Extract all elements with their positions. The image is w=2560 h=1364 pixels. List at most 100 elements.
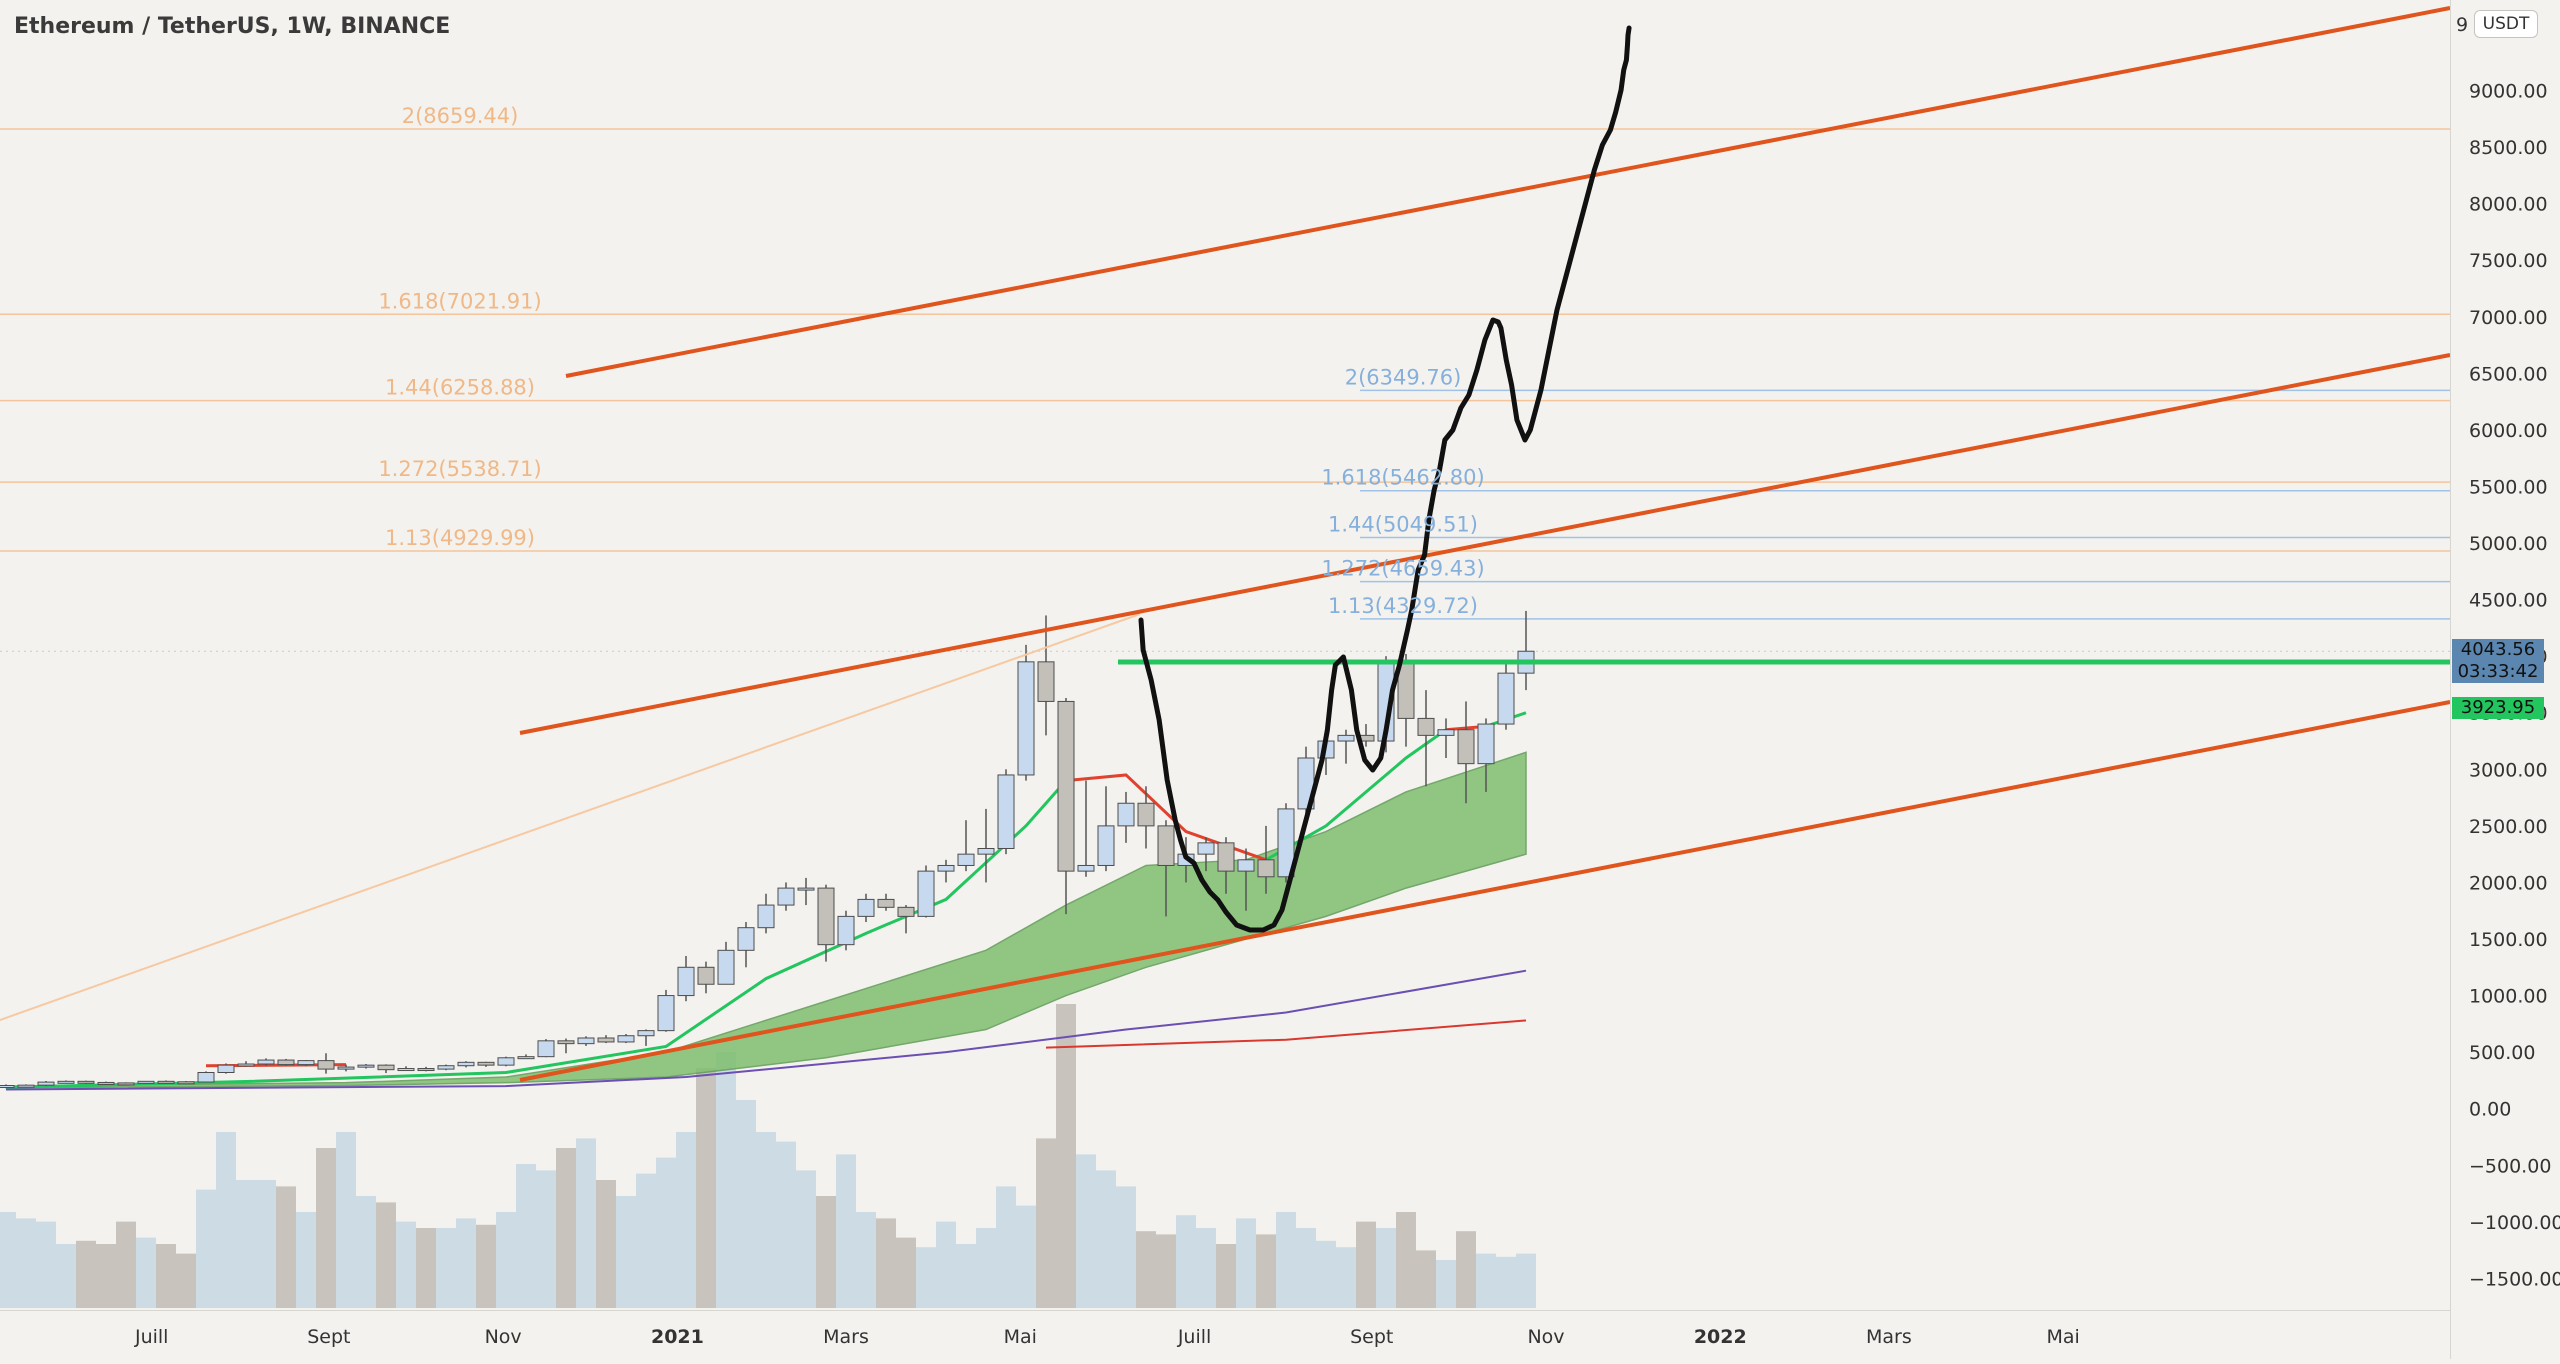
candle-body xyxy=(657,995,675,1032)
candle-body xyxy=(1017,661,1035,776)
candlesticks xyxy=(0,610,1535,1089)
ma-red-line xyxy=(1045,1019,1527,1049)
price-tick-label: 2000.00 xyxy=(2469,872,2548,894)
time-tick-label: 2021 xyxy=(651,1326,704,1348)
candle-body xyxy=(1077,864,1095,872)
volume-bar xyxy=(616,1196,636,1308)
price-tick-label: −1500.00 xyxy=(2469,1268,2560,1290)
candle-body xyxy=(877,898,895,908)
fib-label-left: 2(8659.44) xyxy=(402,104,519,128)
time-tick-label: Nov xyxy=(485,1326,522,1348)
volume-bar xyxy=(316,1148,336,1308)
price-tick-label: 7500.00 xyxy=(2469,250,2548,272)
volume-bar xyxy=(1256,1234,1276,1308)
volume-bar xyxy=(1296,1228,1316,1308)
volume-bar xyxy=(296,1212,316,1308)
candle-body xyxy=(277,1059,295,1066)
volume-bar xyxy=(876,1218,896,1308)
volume-bar xyxy=(476,1224,496,1308)
channel-middle-line xyxy=(519,353,2451,735)
currency-selector[interactable]: USDT xyxy=(2474,10,2538,38)
candle-body xyxy=(437,1065,455,1070)
volume-bar xyxy=(1076,1154,1096,1308)
volume-bar xyxy=(816,1196,836,1308)
volume-bar xyxy=(356,1196,376,1308)
axis-top-partial-label: 9 xyxy=(2456,14,2469,36)
volume-bar xyxy=(516,1164,536,1308)
candle-body xyxy=(557,1040,575,1045)
cloud-area xyxy=(5,751,1527,1089)
candle-body xyxy=(937,864,955,872)
volume-bar xyxy=(736,1100,756,1308)
last-price-value: 4043.56 xyxy=(2460,639,2536,661)
volume-bar xyxy=(596,1180,616,1308)
candle-body xyxy=(637,1030,655,1037)
volume-bar xyxy=(536,1170,556,1308)
price-tick-label: 6000.00 xyxy=(2469,420,2548,442)
trend-drawings xyxy=(0,6,2451,1082)
candle-body xyxy=(177,1081,195,1085)
candle-body xyxy=(497,1057,515,1066)
volume-bar xyxy=(1016,1205,1036,1308)
volume-bar xyxy=(136,1237,156,1308)
volume-bar xyxy=(416,1228,436,1308)
price-tick-label: −1000.00 xyxy=(2469,1212,2560,1234)
volume-bars xyxy=(0,1004,1536,1308)
volume-bar xyxy=(756,1132,776,1308)
volume-bar xyxy=(1136,1231,1156,1308)
volume-bar xyxy=(1376,1228,1396,1308)
candle-body xyxy=(917,870,935,917)
volume-bar xyxy=(1196,1228,1216,1308)
candle-body xyxy=(717,949,735,985)
channel-upper-line xyxy=(565,6,2451,378)
volume-bar xyxy=(436,1228,456,1308)
candle-body xyxy=(977,848,995,855)
volume-bar xyxy=(1116,1186,1136,1308)
candle-body xyxy=(897,906,915,917)
volume-bar xyxy=(1336,1247,1356,1308)
candle-body xyxy=(1237,859,1255,872)
fib-label-left: 1.618(7021.91) xyxy=(378,289,541,313)
candle-body xyxy=(17,1084,35,1088)
volume-bar xyxy=(0,1212,16,1308)
candle-body xyxy=(1217,842,1235,872)
candle-body xyxy=(857,898,875,917)
candle-body xyxy=(0,1085,15,1089)
volume-bar xyxy=(1436,1260,1456,1308)
fibonacci-labels: 2(8659.44) 1.618(7021.91) 1.44(6258.88) 1.2… xyxy=(378,104,1484,618)
candle-body xyxy=(817,887,835,946)
time-tick-label: Sept xyxy=(307,1326,350,1348)
volume-bar xyxy=(156,1244,176,1308)
volume-bar xyxy=(916,1247,936,1308)
candle-body xyxy=(1417,717,1435,736)
volume-bar xyxy=(36,1221,56,1308)
candle-body xyxy=(1117,802,1135,827)
candle-body xyxy=(577,1037,595,1045)
volume-bar xyxy=(1356,1221,1376,1308)
volume-bar xyxy=(716,1052,736,1308)
volume-bar xyxy=(1276,1212,1296,1308)
candle-body xyxy=(317,1060,335,1070)
candle-body xyxy=(1097,825,1115,866)
time-axis[interactable]: Juill Sept Nov 2021 Mars Mai Juill Sept Nov 2022 M… xyxy=(0,1310,2450,1360)
volume-bar xyxy=(96,1244,116,1308)
volume-bar xyxy=(456,1218,476,1308)
candle-body xyxy=(477,1061,495,1066)
bar-countdown: 03:33:42 xyxy=(2457,661,2539,683)
candle-body xyxy=(297,1060,315,1066)
volume-bar xyxy=(656,1157,676,1308)
price-tick-label: 5500.00 xyxy=(2469,476,2548,498)
ma-purple-line xyxy=(5,969,1527,1091)
price-tick-label: 3000.00 xyxy=(2469,759,2548,781)
volume-bar xyxy=(1236,1218,1256,1308)
moving-averages xyxy=(5,711,1527,1091)
candle-body xyxy=(1437,729,1455,736)
candle-body xyxy=(457,1061,475,1067)
volume-bar xyxy=(336,1132,356,1308)
candle-body xyxy=(837,915,855,946)
volume-bar xyxy=(196,1189,216,1308)
fib-anchor-line xyxy=(0,613,1141,1021)
candle-body xyxy=(957,853,975,866)
time-tick-label: Juill xyxy=(134,1326,168,1348)
